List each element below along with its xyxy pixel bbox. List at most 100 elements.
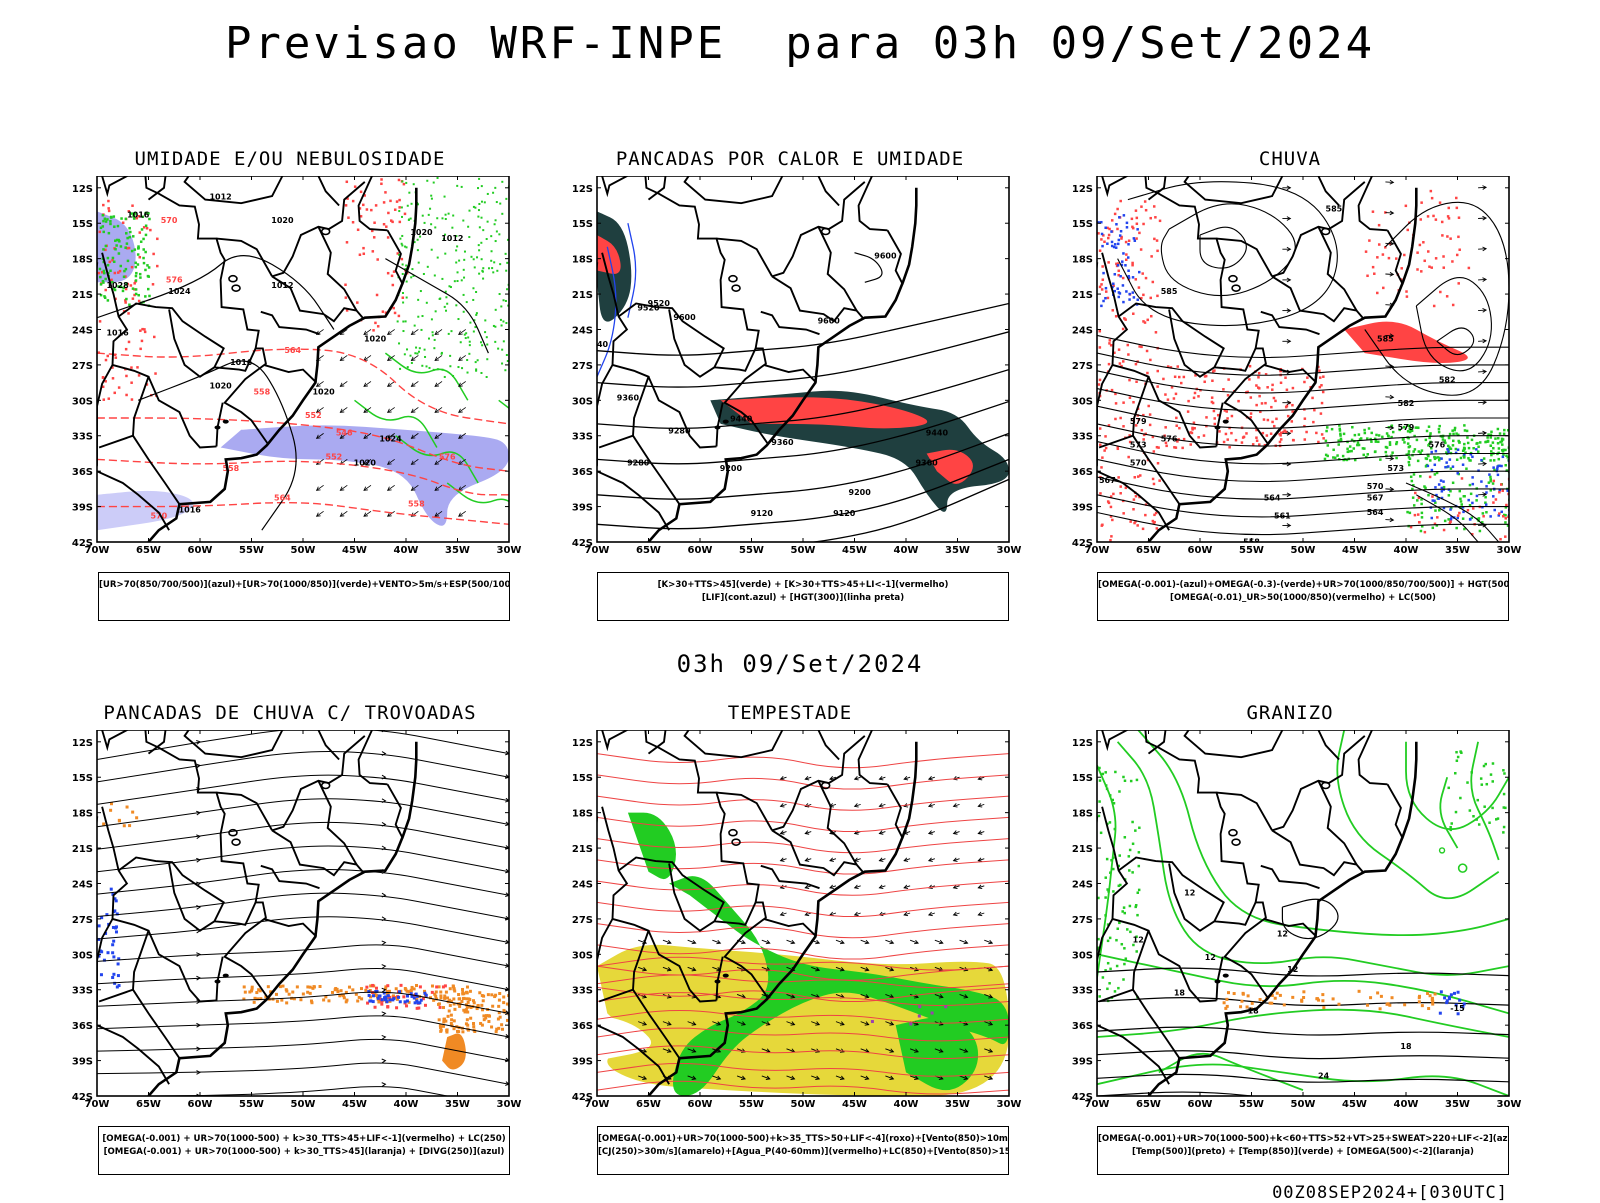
- legend-line: [OMEGA(-0.001) + UR>70(1000-500) + k>30_…: [99, 1133, 509, 1146]
- lon-tick-label: 60W: [188, 1099, 213, 1110]
- contour-label: 1012: [441, 234, 463, 243]
- lon-tick-label: 60W: [1188, 545, 1213, 556]
- contour-label: 24: [1318, 1071, 1330, 1080]
- contour-label: 561: [1274, 511, 1291, 520]
- lat-tick-label: 33S: [572, 986, 593, 997]
- lat-tick-label: 21S: [1072, 844, 1093, 855]
- legend-line: [OMEGA(-0.01)_UR>50(1000/850)(vermelho) …: [1098, 592, 1508, 605]
- lon-tick-label: 30W: [997, 545, 1022, 556]
- lat-tick-label: 36S: [572, 1021, 593, 1032]
- lon-tick-label: 60W: [188, 545, 213, 556]
- lon-tick-label: 60W: [688, 1099, 713, 1110]
- lat-tick-label: 39S: [72, 503, 93, 514]
- contour-label: 564: [274, 494, 291, 503]
- legend-pancadas-calor: [K>30+TTS>45](verde) + [K>30+TTS>45+LI<-…: [597, 572, 1009, 621]
- contour-label: 582: [1439, 376, 1456, 385]
- lon-tick-label: 50W: [1291, 545, 1316, 556]
- lat-tick-label: 36S: [72, 1021, 93, 1032]
- lat-tick-label: 12S: [572, 184, 593, 195]
- contour-label: 552: [305, 411, 322, 420]
- lat-tick-label: 15S: [1072, 773, 1093, 784]
- lat-tick-label: 24S: [72, 325, 93, 336]
- contour-label: 582: [1398, 399, 1415, 408]
- contour-label: 1016: [127, 210, 150, 219]
- lon-tick-label: 55W: [1239, 545, 1264, 556]
- contour-label: 12: [1133, 936, 1144, 945]
- lat-tick-label: 27S: [1072, 915, 1093, 926]
- contour-label: 576: [166, 275, 183, 284]
- lon-tick-label: 70W: [585, 545, 610, 556]
- legend-line: [CJ(250)>30m/s](amarelo)+[Agua_P(40-60mm…: [598, 1146, 1008, 1159]
- lat-tick-label: 12S: [72, 738, 93, 749]
- legend-line: [K>30+TTS>45](verde) + [K>30+TTS>45+LI<-…: [598, 579, 1008, 592]
- lat-tick-label: 36S: [72, 467, 93, 478]
- lon-tick-label: 70W: [585, 1099, 610, 1110]
- lon-tick-label: 45W: [1342, 545, 1367, 556]
- contour-label: 552: [326, 452, 343, 461]
- lat-tick-label: 24S: [572, 325, 593, 336]
- panel-title: CHUVA: [1055, 148, 1525, 170]
- lat-tick-label: 27S: [72, 915, 93, 926]
- lon-tick-label: 55W: [739, 1099, 764, 1110]
- lon-tick-label: 40W: [894, 1099, 919, 1110]
- lat-tick-label: 27S: [72, 361, 93, 372]
- contour-label: 570: [1367, 482, 1384, 491]
- lon-tick-label: 40W: [1394, 1099, 1419, 1110]
- lon-tick-label: 35W: [945, 1099, 970, 1110]
- lon-tick-label: 45W: [842, 1099, 867, 1110]
- contour-label: 585: [1161, 287, 1178, 296]
- contour-label: 1024: [168, 287, 191, 296]
- lon-tick-label: 65W: [636, 1099, 661, 1110]
- contour-label: 573: [1387, 464, 1404, 473]
- contour-label: 579: [1398, 423, 1415, 432]
- lon-tick-label: 35W: [1445, 545, 1470, 556]
- lat-tick-label: 18S: [72, 255, 93, 266]
- lon-tick-label: 30W: [1497, 545, 1522, 556]
- contour-label: 9440: [926, 429, 949, 438]
- lon-tick-label: 35W: [945, 545, 970, 556]
- lat-tick-label: 24S: [572, 879, 593, 890]
- lat-tick-label: 27S: [572, 361, 593, 372]
- lon-tick-label: 50W: [791, 545, 816, 556]
- lon-tick-label: 55W: [239, 1099, 264, 1110]
- mid-title: 03h 09/Set/2024: [0, 650, 1600, 678]
- contour-label: 1020: [209, 382, 232, 391]
- lon-tick-label: 35W: [445, 1099, 470, 1110]
- lat-tick-label: 18S: [1072, 255, 1093, 266]
- lat-tick-label: 12S: [572, 738, 593, 749]
- legend-chuva: [OMEGA(-0.001)-(azul)+OMEGA(-0.3)-(verde…: [1097, 572, 1509, 621]
- footer-timestamp: 00Z08SEP2024+[030UTC]: [1272, 1183, 1508, 1203]
- legend-line: [OMEGA(-0.001) + UR>70(1000-500) + k>30_…: [99, 1146, 509, 1159]
- lon-tick-label: 40W: [1394, 545, 1419, 556]
- contour-label: 576: [1429, 441, 1446, 450]
- legend-umidade: [UR>70(850/700/500)](azul)+[UR>70(1000/8…: [98, 572, 510, 621]
- contour-label: 576: [439, 452, 456, 461]
- lon-tick-label: 70W: [1085, 545, 1110, 556]
- lat-tick-label: 30S: [72, 396, 93, 407]
- contour-label: 18: [1400, 1042, 1412, 1051]
- lon-tick-label: 45W: [842, 545, 867, 556]
- contour-label: 1020: [364, 334, 387, 343]
- lat-tick-label: 18S: [72, 809, 93, 820]
- lat-tick-label: 39S: [572, 503, 593, 514]
- map-umidade: 1012101610201024102810161012101610201020…: [55, 176, 525, 566]
- panel-title: PANCADAS POR CALOR E UMIDADE: [555, 148, 1025, 170]
- lon-tick-label: 70W: [1085, 1099, 1110, 1110]
- lat-tick-label: 33S: [1072, 986, 1093, 997]
- lat-tick-label: 18S: [572, 809, 593, 820]
- lat-tick-label: 15S: [572, 773, 593, 784]
- legend-line: [OMEGA(-0.001)+UR>70(1000-500)+k>35_TTS>…: [598, 1133, 1008, 1146]
- contour-label: 564: [1264, 494, 1281, 503]
- lat-tick-label: 33S: [72, 986, 93, 997]
- map-base: [1097, 730, 1509, 1096]
- lon-tick-label: 65W: [1136, 1099, 1161, 1110]
- lon-tick-label: 40W: [394, 545, 419, 556]
- lat-tick-label: 12S: [72, 184, 93, 195]
- lon-tick-label: 55W: [1239, 1099, 1264, 1110]
